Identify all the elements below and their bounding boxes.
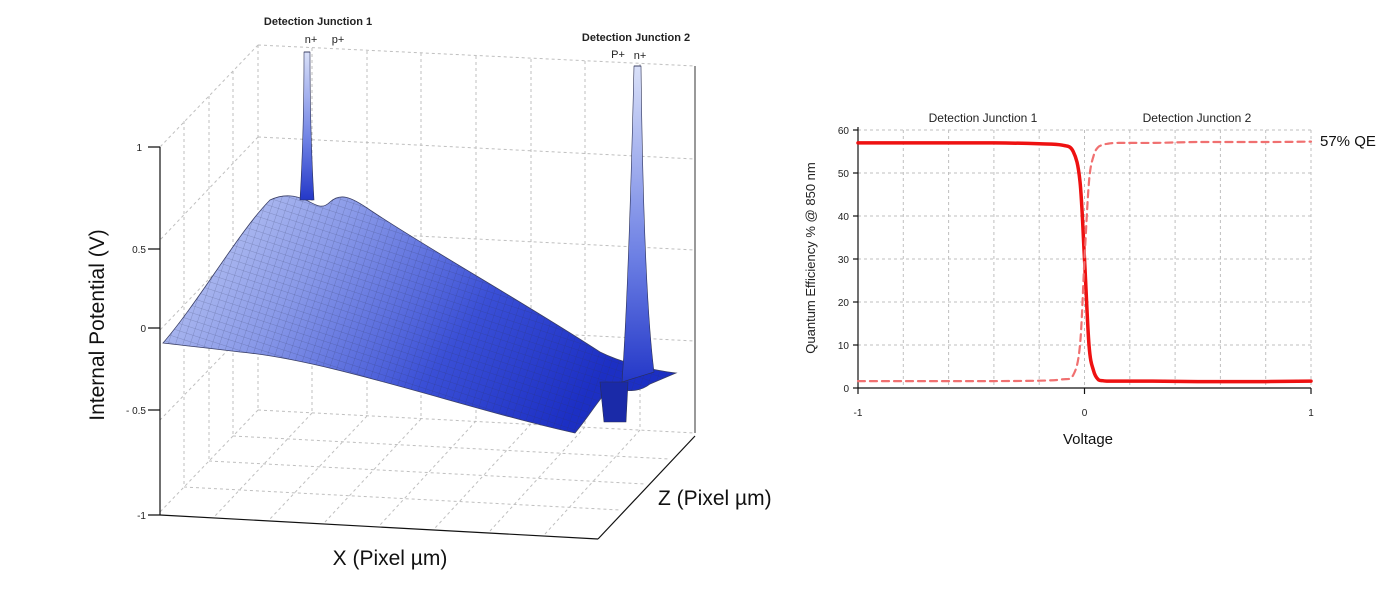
qe-series-line-1	[856, 141, 1313, 384]
surface-y-ticks: 1 0.5 0 - 0.5 -1	[126, 143, 146, 522]
qe-y-tick-label: 40	[838, 212, 850, 223]
qe-x-tick-label: -1	[854, 408, 863, 419]
region-label-junction-1: Detection Junction 1	[929, 111, 1038, 125]
y-tick-label: - 0.5	[126, 406, 146, 417]
y-tick-label: 0	[140, 324, 146, 335]
y-tick-label: 0.5	[132, 245, 146, 256]
surface-x-axis-label: X (Pixel µm)	[333, 547, 448, 570]
qe-x-tick-label: 1	[1308, 408, 1314, 419]
junction-2-p-label: P+	[611, 49, 625, 61]
qe-grid	[858, 129, 1312, 388]
qe-ticks: 0 10 20 30 40 50 60 -1 0 1	[838, 126, 1314, 419]
qe-x-tick-label: 0	[1082, 408, 1088, 419]
qe-series	[856, 140, 1313, 384]
qe-axes	[853, 127, 1312, 394]
potential-surface	[162, 195, 678, 434]
qe-y-axis-label: Quantum Efficiency % @ 850 nm	[803, 162, 818, 353]
qe-annotation: 57% QE	[1320, 133, 1376, 150]
y-tick-label: 1	[136, 143, 142, 154]
surface-plot-3d: 1 0.5 0 - 0.5 -1 Internal Potential (V) …	[86, 16, 772, 570]
qe-y-tick-label: 60	[838, 126, 850, 137]
region-label-junction-2: Detection Junction 2	[1143, 111, 1252, 125]
qe-y-tick-label: 10	[838, 341, 850, 352]
surface-y-axis-label: Internal Potential (V)	[86, 229, 109, 420]
qe-y-tick-label: 50	[838, 169, 850, 180]
floor-grid	[183, 412, 671, 535]
junction-1-annotation: Detection Junction 1	[264, 16, 372, 28]
junction-2-n-label: n+	[634, 50, 647, 62]
surface-z-axis-label: Z (Pixel µm)	[658, 487, 772, 510]
qe-y-tick-label: 0	[843, 384, 849, 395]
junction-1-p-label: p+	[332, 34, 345, 46]
qe-series-line-2	[856, 140, 1313, 383]
junction-2-spike	[621, 65, 655, 383]
junction-1-n-label: n+	[305, 34, 318, 46]
junction-1-spike	[299, 51, 315, 201]
qe-y-tick-label: 30	[838, 255, 850, 266]
qe-y-tick-label: 20	[838, 298, 850, 309]
y-tick-label: -1	[137, 511, 146, 522]
qe-x-axis-label: Voltage	[1063, 431, 1113, 448]
qe-line-chart: 0 10 20 30 40 50 60 -1 0 1 Detection Junction 1 D…	[803, 111, 1376, 448]
surface-axes	[148, 66, 696, 540]
junction-2-annotation: Detection Junction 2	[582, 32, 690, 44]
